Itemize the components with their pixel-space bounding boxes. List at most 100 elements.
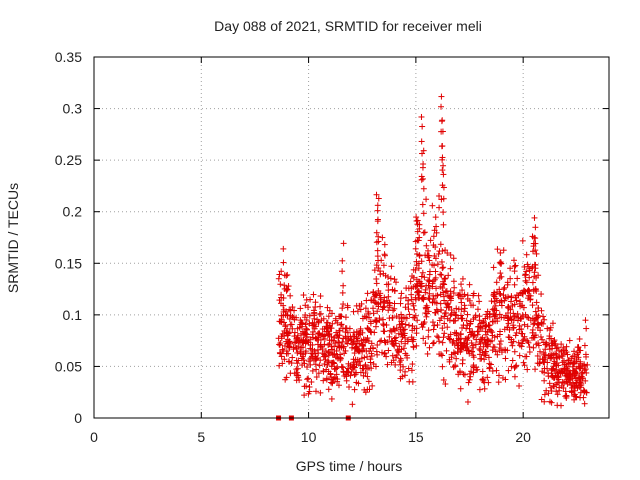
data-point bbox=[418, 273, 425, 280]
data-point bbox=[408, 291, 415, 298]
data-point bbox=[532, 286, 539, 293]
data-point bbox=[568, 382, 575, 389]
data-point bbox=[333, 329, 340, 336]
data-point bbox=[461, 371, 468, 378]
data-point bbox=[402, 321, 409, 328]
data-point bbox=[352, 356, 359, 363]
data-point bbox=[486, 365, 493, 372]
data-point bbox=[285, 330, 292, 337]
data-point bbox=[286, 315, 293, 322]
data-point bbox=[450, 317, 457, 324]
data-point bbox=[487, 361, 494, 368]
data-point bbox=[391, 276, 398, 283]
data-point bbox=[535, 342, 542, 349]
data-point bbox=[385, 281, 392, 288]
data-point bbox=[464, 398, 471, 405]
data-point bbox=[342, 314, 349, 321]
data-point bbox=[286, 306, 293, 313]
data-point bbox=[437, 241, 444, 248]
data-point bbox=[489, 368, 496, 375]
data-point bbox=[511, 268, 518, 275]
data-point bbox=[496, 299, 503, 306]
data-point bbox=[531, 332, 538, 339]
data-point bbox=[332, 366, 339, 373]
data-point bbox=[384, 361, 391, 368]
data-point bbox=[481, 356, 488, 363]
data-point bbox=[367, 356, 374, 363]
data-point bbox=[576, 347, 583, 354]
data-point bbox=[563, 343, 570, 350]
data-point bbox=[532, 240, 539, 247]
data-point bbox=[276, 362, 283, 369]
data-point bbox=[386, 299, 393, 306]
data-point bbox=[312, 350, 319, 357]
data-point bbox=[340, 282, 347, 289]
data-point bbox=[286, 344, 293, 351]
data-point bbox=[453, 305, 460, 312]
data-point bbox=[470, 364, 477, 371]
data-point bbox=[342, 325, 349, 332]
data-point bbox=[380, 299, 387, 306]
data-point bbox=[325, 359, 332, 366]
data-point bbox=[470, 344, 477, 351]
y-axis-label: SRMTID / TECUs bbox=[5, 183, 21, 293]
data-point bbox=[479, 319, 486, 326]
data-point bbox=[581, 362, 588, 369]
data-point bbox=[541, 369, 548, 376]
data-point bbox=[362, 339, 369, 346]
data-point bbox=[302, 302, 309, 309]
data-point bbox=[414, 282, 421, 289]
data-point bbox=[553, 381, 560, 388]
data-point bbox=[439, 142, 446, 149]
data-point bbox=[420, 160, 427, 167]
data-point bbox=[502, 376, 509, 383]
data-point bbox=[327, 379, 334, 386]
data-point bbox=[373, 229, 380, 236]
data-point bbox=[494, 351, 501, 358]
data-point bbox=[541, 391, 548, 398]
data-point bbox=[524, 366, 531, 373]
data-point bbox=[553, 360, 560, 367]
data-point bbox=[378, 337, 385, 344]
data-point bbox=[380, 262, 387, 269]
data-point bbox=[303, 296, 310, 303]
data-point bbox=[500, 247, 507, 254]
data-point bbox=[315, 350, 322, 357]
data-point bbox=[351, 333, 358, 340]
data-point bbox=[326, 340, 333, 347]
data-point bbox=[298, 330, 305, 337]
data-point bbox=[368, 297, 375, 304]
data-point bbox=[410, 302, 417, 309]
data-point bbox=[337, 313, 344, 320]
data-point bbox=[379, 234, 386, 241]
data-point bbox=[440, 184, 447, 191]
data-point bbox=[368, 340, 375, 347]
data-point bbox=[541, 377, 548, 384]
data-point bbox=[275, 275, 282, 282]
data-point bbox=[510, 324, 517, 331]
data-point bbox=[511, 313, 518, 320]
data-point bbox=[474, 328, 481, 335]
data-point bbox=[344, 329, 351, 336]
data-point bbox=[397, 300, 404, 307]
data-point bbox=[429, 319, 436, 326]
data-point bbox=[573, 379, 580, 386]
data-point bbox=[280, 259, 287, 266]
data-point bbox=[436, 338, 443, 345]
data-point bbox=[381, 241, 388, 248]
data-point bbox=[426, 344, 433, 351]
data-point bbox=[322, 356, 329, 363]
data-point bbox=[418, 138, 425, 145]
data-point bbox=[522, 353, 529, 360]
data-point bbox=[398, 311, 405, 318]
data-point bbox=[287, 292, 294, 299]
data-point bbox=[396, 359, 403, 366]
data-point bbox=[416, 278, 423, 285]
data-point bbox=[482, 331, 489, 338]
data-point bbox=[289, 304, 296, 311]
data-point bbox=[438, 118, 445, 125]
data-point bbox=[550, 338, 557, 345]
data-point bbox=[322, 347, 329, 354]
data-point bbox=[377, 294, 384, 301]
data-point bbox=[465, 334, 472, 341]
